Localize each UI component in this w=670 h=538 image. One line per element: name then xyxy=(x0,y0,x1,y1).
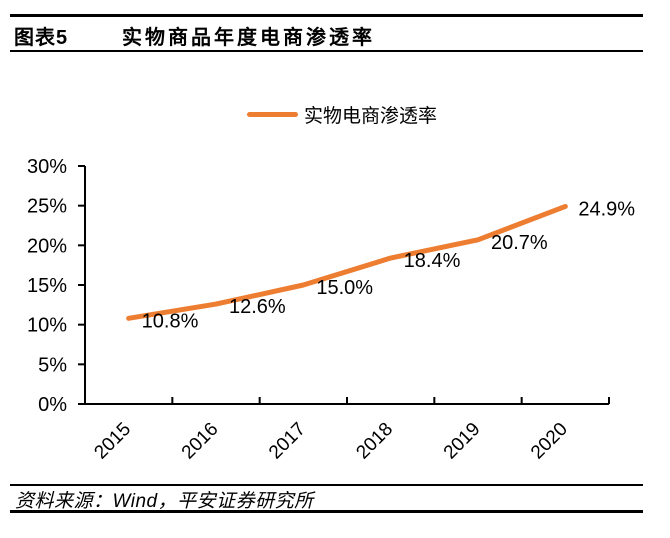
data-label: 12.6% xyxy=(229,296,286,318)
data-label: 15.0% xyxy=(316,277,373,299)
y-tick-label: 25% xyxy=(27,196,67,218)
y-tick-label: 15% xyxy=(27,275,67,297)
x-tick-label: 2018 xyxy=(352,419,397,464)
source-text: 资料来源：Wind，平安证券研究所 xyxy=(15,491,314,512)
source-bottom-rule xyxy=(10,510,643,513)
y-tick-label: 0% xyxy=(38,394,67,416)
data-label: 18.4% xyxy=(404,250,461,272)
y-tick-label: 20% xyxy=(27,235,67,257)
x-tick-label: 2017 xyxy=(265,419,310,464)
legend-label: 实物电商渗透率 xyxy=(304,105,438,127)
y-tick-label: 5% xyxy=(38,354,67,376)
figure-title: 实物商品年度电商渗透率 xyxy=(122,27,375,49)
data-label: 10.8% xyxy=(142,310,199,332)
data-label: 20.7% xyxy=(491,232,548,254)
x-tick-label: 2020 xyxy=(527,419,572,464)
x-tick-label: 2019 xyxy=(440,419,485,464)
y-tick-label: 30% xyxy=(27,156,67,178)
y-tick-label: 10% xyxy=(27,315,67,337)
x-tick-label: 2016 xyxy=(178,419,223,464)
title-top-rule xyxy=(10,14,643,17)
chart-legend: 实物电商渗透率 xyxy=(247,102,438,127)
data-label: 24.9% xyxy=(578,198,635,220)
source-top-rule xyxy=(10,484,643,486)
x-tick-label: 2015 xyxy=(90,419,135,464)
legend-line-swatch xyxy=(247,111,298,117)
figure-number: 图表5 xyxy=(14,27,69,49)
title-bottom-rule xyxy=(10,50,643,52)
series-line xyxy=(126,203,568,321)
